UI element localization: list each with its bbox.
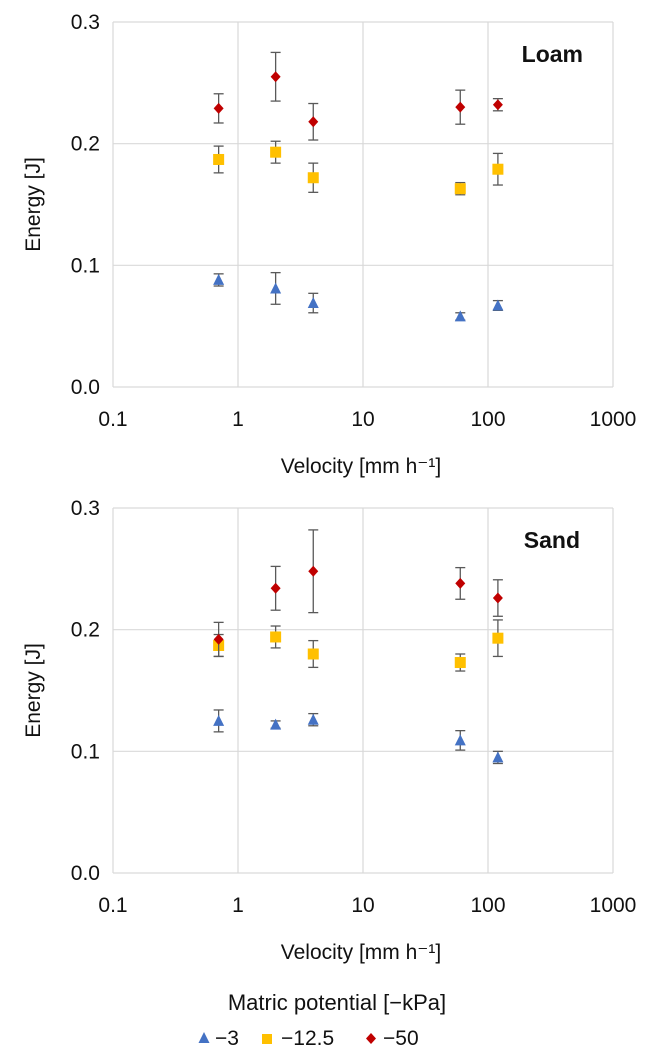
chart-0-point-minus-50-4 (492, 99, 503, 111)
chart-0-point-minus-3-3 (454, 310, 466, 322)
chart-1-x-tick-label-1: 1 (232, 894, 244, 917)
legend-marker-diamond (366, 1033, 376, 1044)
chart-1-y-axis-title: Energy [J] (22, 643, 45, 738)
chart-1-point-minus-50-1 (270, 582, 281, 594)
chart-0-x-tick-label-1: 1 (232, 408, 244, 431)
chart-0-y-tick-label-3: 0.3 (71, 11, 100, 34)
chart-0-x-tick-label-0: 0.1 (98, 408, 127, 431)
chart-0-point-minus-3-4 (492, 299, 504, 311)
chart-0-point-minus-12-5-1 (270, 146, 282, 158)
chart-1-y-tick-label-3: 0.3 (71, 497, 100, 520)
chart-0-y-axis-title: Energy [J] (22, 157, 45, 252)
legend-title: Matric potential [−kPa] (228, 990, 446, 1015)
chart-0-panel-label: Loam (522, 41, 583, 67)
legend-label-minus-12-5: −12.5 (281, 1027, 334, 1050)
chart-0-y-tick-label-1: 0.1 (71, 254, 100, 277)
chart-1-point-minus-12-5-3 (454, 657, 466, 669)
chart-1-point-minus-3-2 (307, 713, 319, 725)
chart-1-y-tick-label-2: 0.2 (71, 619, 100, 642)
chart-1-point-minus-50-3 (455, 577, 466, 589)
chart-1-point-minus-12-5-2 (307, 648, 319, 660)
chart-0-y-tick-label-2: 0.2 (71, 133, 100, 156)
chart-1-point-minus-3-0 (213, 714, 225, 726)
chart-1-y-tick-label-1: 0.1 (71, 740, 100, 763)
chart-1-x-tick-label-2: 10 (351, 894, 374, 917)
chart-1-point-minus-50-4 (492, 592, 503, 604)
chart-1-x-tick-label-0: 0.1 (98, 894, 127, 917)
chart-1-x-axis-title: Velocity [mm h⁻¹] (281, 941, 441, 964)
chart-0-point-minus-3-0 (213, 273, 225, 285)
legend-label-minus-3: −3 (215, 1027, 239, 1050)
chart-0-x-tick-label-4: 1000 (590, 408, 637, 431)
chart-sand: 0.0 0.1 0.2 0.3 0.1 1 10 100 1000 Velocity [mm h⁻… (22, 497, 636, 964)
chart-1-point-minus-3-3 (454, 734, 466, 746)
chart-1-point-minus-12-5-1 (270, 631, 282, 643)
legend-marker-triangle (198, 1032, 210, 1043)
chart-1-point-minus-3-4 (492, 751, 504, 763)
chart-1-y-tick-label-0: 0.0 (71, 862, 100, 885)
chart-0-point-minus-12-5-0 (213, 153, 225, 165)
legend: Matric potential [−kPa] −3 −12.5 −50 (198, 990, 446, 1050)
chart-0-point-minus-3-1 (270, 282, 282, 294)
chart-0-point-minus-3-2 (307, 297, 319, 309)
chart-1-point-minus-50-2 (308, 565, 319, 577)
chart-0-point-minus-12-5-2 (307, 172, 319, 184)
chart-1-x-tick-label-3: 100 (470, 894, 505, 917)
legend-label-minus-50: −50 (383, 1027, 419, 1050)
chart-0-point-minus-50-1 (270, 71, 281, 83)
chart-1-point-minus-12-5-4 (492, 632, 504, 644)
chart-0-point-minus-50-3 (455, 101, 466, 113)
chart-1-panel-label: Sand (524, 527, 580, 553)
chart-1-point-minus-50-0 (213, 633, 224, 645)
chart-0-point-minus-50-2 (308, 116, 319, 128)
chart-0-x-tick-label-2: 10 (351, 408, 374, 431)
chart-1-x-tick-label-4: 1000 (590, 894, 637, 917)
chart-0-x-tick-label-3: 100 (470, 408, 505, 431)
chart-0-point-minus-12-5-4 (492, 163, 504, 175)
chart-loam: 0.0 0.1 0.2 0.3 0.1 1 10 100 1000 Velocity [mm h⁻… (22, 11, 636, 478)
legend-marker-square (262, 1034, 272, 1044)
chart-0-point-minus-12-5-3 (454, 183, 466, 195)
chart-0-y-tick-label-0: 0.0 (71, 376, 100, 399)
chart-0-point-minus-50-0 (213, 102, 224, 114)
chart-0-x-axis-title: Velocity [mm h⁻¹] (281, 455, 441, 478)
chart-1-point-minus-3-1 (270, 718, 282, 730)
